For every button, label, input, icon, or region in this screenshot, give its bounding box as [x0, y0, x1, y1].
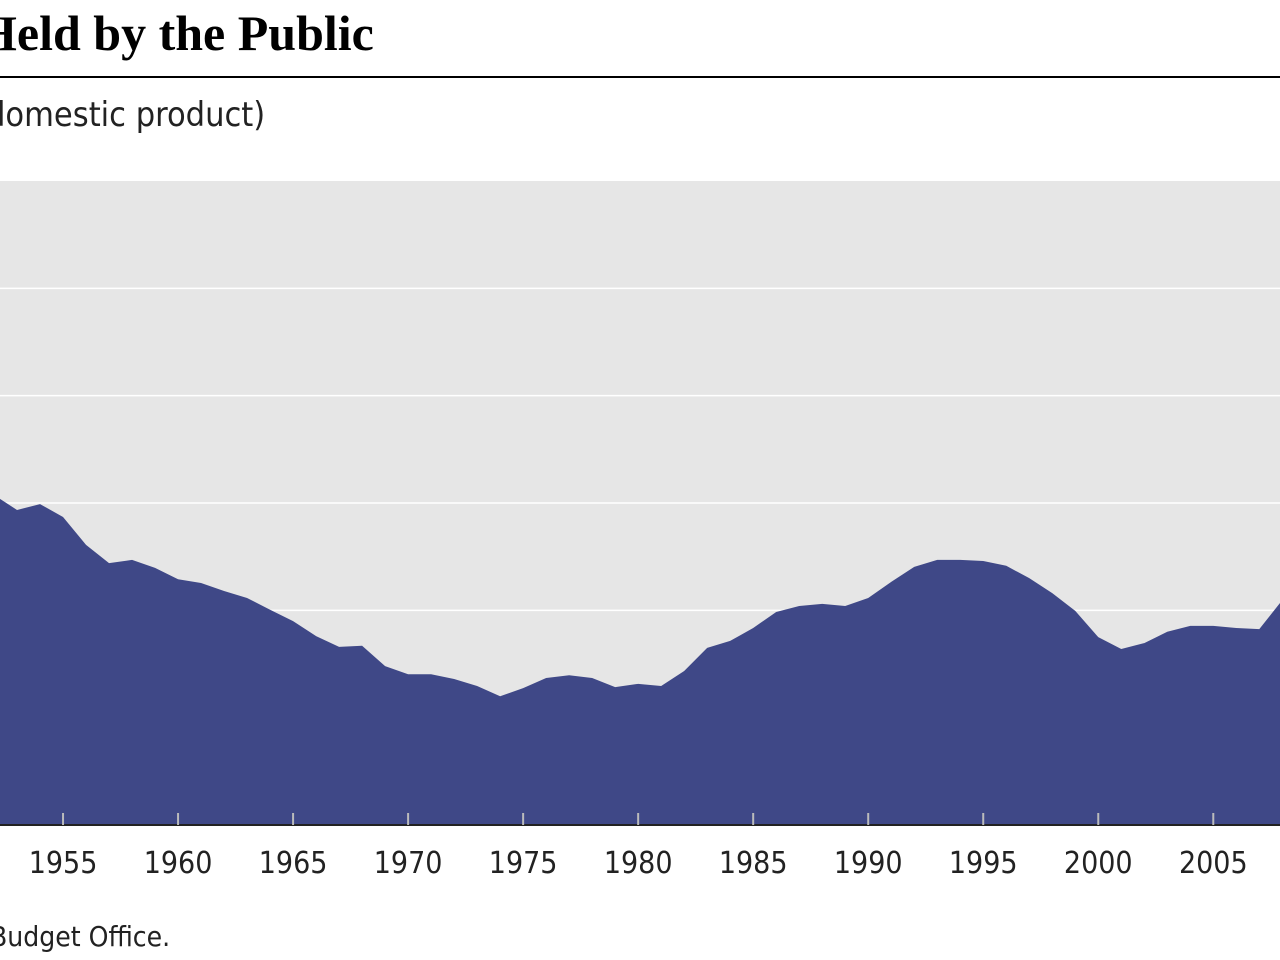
x-tick-label: 1975 [489, 846, 558, 881]
x-tick-label: 1965 [259, 846, 328, 881]
x-tick-label: 1955 [29, 846, 98, 881]
chart-subtitle: domestic product) [0, 95, 265, 135]
area [0, 498, 1280, 825]
x-tick-label: 1995 [949, 846, 1018, 881]
chart-title: Held by the Public [0, 5, 374, 61]
x-tick-label: 1980 [604, 846, 673, 881]
x-tick-label: 1985 [719, 846, 788, 881]
x-tick-label: 2000 [1064, 846, 1133, 881]
x-axis: 1955 1960 1965 1970 1975 1980 1985 1990 1995 2000… [0, 813, 1280, 881]
source-note: Budget Office. [0, 920, 170, 953]
x-tick-label: 2005 [1179, 846, 1248, 881]
x-tick-label: 1970 [374, 846, 443, 881]
area-group [0, 498, 1280, 825]
x-tick-label: 1960 [144, 846, 213, 881]
x-tick-label: 1990 [834, 846, 903, 881]
